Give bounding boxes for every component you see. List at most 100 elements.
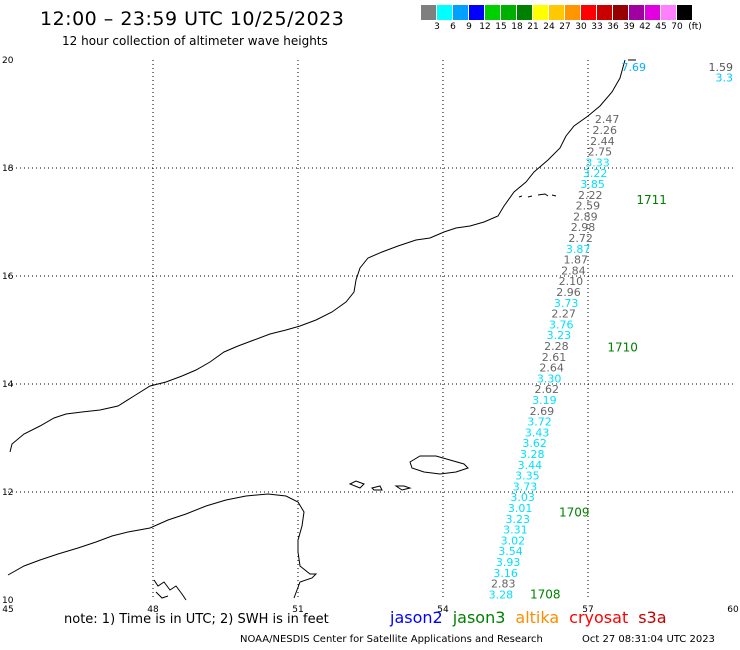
coastline bbox=[7, 59, 636, 601]
legend-swatch bbox=[629, 5, 645, 20]
wave-height-value: 3.93 bbox=[496, 556, 521, 569]
legend-tick-label: 15 bbox=[495, 22, 507, 32]
x-tick-label: 51 bbox=[292, 605, 303, 615]
wave-height-value: 2.47 bbox=[595, 113, 620, 126]
wave-height-value: 3.03 bbox=[510, 491, 535, 504]
legend-swatch bbox=[469, 5, 485, 20]
legend-tick-label: 45 bbox=[655, 22, 667, 32]
horn-fragments bbox=[153, 579, 187, 601]
y-tick-label: 14 bbox=[2, 380, 14, 390]
wave-height-value: 3.72 bbox=[527, 416, 552, 429]
wave-height-value: 2.83 bbox=[491, 578, 516, 591]
legend-swatch bbox=[501, 5, 517, 20]
wave-height-value: 2.28 bbox=[544, 340, 569, 353]
track-labels: 7.69 1.593.32.472.262.442.753.333.223.852… bbox=[489, 61, 733, 602]
wave-height-value: 2.89 bbox=[573, 210, 598, 223]
wave-height-value: 1.59 bbox=[709, 61, 734, 74]
wave-height-value: 2.84 bbox=[561, 264, 586, 277]
pass-time-label: 1710 bbox=[607, 341, 638, 355]
y-tick-label: 20 bbox=[2, 56, 14, 66]
legend-tick-label: 42 bbox=[639, 22, 651, 32]
wave-height-value: 2.62 bbox=[535, 383, 560, 396]
y-tick-label: 18 bbox=[2, 164, 14, 174]
wave-height-value: 2.59 bbox=[576, 200, 601, 213]
wave-height-value: 3.85 bbox=[580, 178, 605, 191]
wave-height-value: 2.64 bbox=[539, 362, 564, 375]
wave-height-value: 3.44 bbox=[518, 459, 543, 472]
socotra-island bbox=[409, 455, 469, 475]
wave-height-value: 2.27 bbox=[551, 308, 576, 321]
map-grid: 45 48 51 54 57 60 20 18 16 14 12 10 bbox=[2, 56, 739, 615]
legend-swatch bbox=[453, 5, 469, 20]
pass-time-label: 1711 bbox=[636, 193, 667, 207]
wave-height-value: 2.75 bbox=[588, 146, 613, 159]
legend-swatch bbox=[437, 5, 453, 20]
wave-height-value: 2.10 bbox=[559, 275, 584, 288]
legend-swatch bbox=[485, 5, 501, 20]
wave-height-value: 3.54 bbox=[498, 545, 523, 558]
legend-tick-label: 18 bbox=[511, 22, 523, 32]
wave-height-value: 3.22 bbox=[583, 167, 608, 180]
legend-tick-label: 21 bbox=[527, 22, 539, 32]
wave-height-value: 3.43 bbox=[525, 426, 550, 439]
x-tick-label: 48 bbox=[147, 605, 159, 615]
wave-height-value: 3.73 bbox=[554, 297, 579, 310]
legend-tick-label: 3 bbox=[434, 22, 440, 32]
legend-tick-label: 33 bbox=[591, 22, 603, 32]
wave-height-value: 3.28 bbox=[520, 448, 545, 461]
wave-height-value: 3.23 bbox=[547, 329, 572, 342]
wave-height-value: 3.01 bbox=[508, 502, 533, 515]
legend-tick-label: 39 bbox=[623, 22, 635, 32]
legend-swatch bbox=[597, 5, 613, 20]
legend-swatch bbox=[581, 5, 597, 20]
wave-height-value: 3.16 bbox=[493, 567, 518, 580]
pass-time-label: 1709 bbox=[559, 505, 590, 519]
legend-tick-label: 6 bbox=[450, 22, 456, 32]
wave-height-value: 3.19 bbox=[532, 394, 557, 407]
satellite-jason3: jason3 bbox=[452, 608, 506, 627]
map-title: 12:00 – 23:59 UTC 10/25/2023 bbox=[40, 8, 345, 30]
wave-height-value: 3.76 bbox=[549, 318, 574, 331]
island-west-2 bbox=[371, 485, 383, 491]
credit-text: NOAA/NESDIS Center for Satellite Applica… bbox=[240, 634, 543, 645]
wave-height-value: 3.3 bbox=[716, 72, 734, 85]
legend-swatch bbox=[517, 5, 533, 20]
wave-height-value: 3.87 bbox=[566, 243, 591, 256]
wave-height-value: 2.96 bbox=[556, 286, 581, 299]
timestamp-text: Oct 27 08:31:04 UTC 2023 bbox=[582, 634, 715, 645]
legend-unit: (ft) bbox=[688, 22, 702, 32]
satellite-jason2: jason2 bbox=[390, 608, 443, 627]
map-subtitle: 12 hour collection of altimeter wave hei… bbox=[62, 34, 328, 48]
pass-time-label: 1708 bbox=[530, 587, 561, 601]
color-legend bbox=[421, 5, 693, 21]
legend-tick-label: 36 bbox=[607, 22, 619, 32]
satellite-s3a: s3a bbox=[638, 608, 667, 627]
satellite-legend: jason2 jason3 altika cryosat s3a bbox=[390, 608, 677, 627]
coastline-somalia bbox=[7, 493, 318, 599]
y-tick-label: 16 bbox=[2, 272, 14, 282]
legend-swatch bbox=[421, 5, 437, 20]
x-tick-label: 54 bbox=[437, 605, 449, 615]
wave-height-value: 3.73 bbox=[513, 480, 538, 493]
wave-height-value: 1.87 bbox=[564, 254, 589, 267]
legend-swatch bbox=[677, 5, 693, 20]
wave-height-value: 3.62 bbox=[522, 437, 547, 450]
kuria-islands bbox=[518, 193, 557, 198]
legend-swatch bbox=[661, 5, 677, 20]
pass-time-labels: 1711 1710 1709 1708 bbox=[530, 193, 667, 601]
wave-height-value: 3.28 bbox=[489, 588, 514, 601]
x-tick-label: 60 bbox=[727, 605, 739, 615]
island-west-3 bbox=[394, 485, 412, 491]
satellite-altika: altika bbox=[515, 608, 560, 627]
legend-swatch bbox=[613, 5, 629, 20]
y-tick-label: 10 bbox=[2, 596, 14, 606]
wave-height-value: 2.72 bbox=[568, 232, 593, 245]
y-tick-label: 12 bbox=[2, 488, 13, 498]
wave-height-value: 2.61 bbox=[542, 351, 567, 364]
wave-height-value: 2.22 bbox=[578, 189, 603, 202]
legend-tick-label: 24 bbox=[543, 22, 555, 32]
legend-swatch bbox=[645, 5, 661, 20]
coastline-arabia bbox=[9, 59, 626, 453]
wave-height-value: 2.98 bbox=[571, 221, 596, 234]
footer-note: note: 1) Time is in UTC; 2) SWH is in fe… bbox=[64, 612, 329, 627]
